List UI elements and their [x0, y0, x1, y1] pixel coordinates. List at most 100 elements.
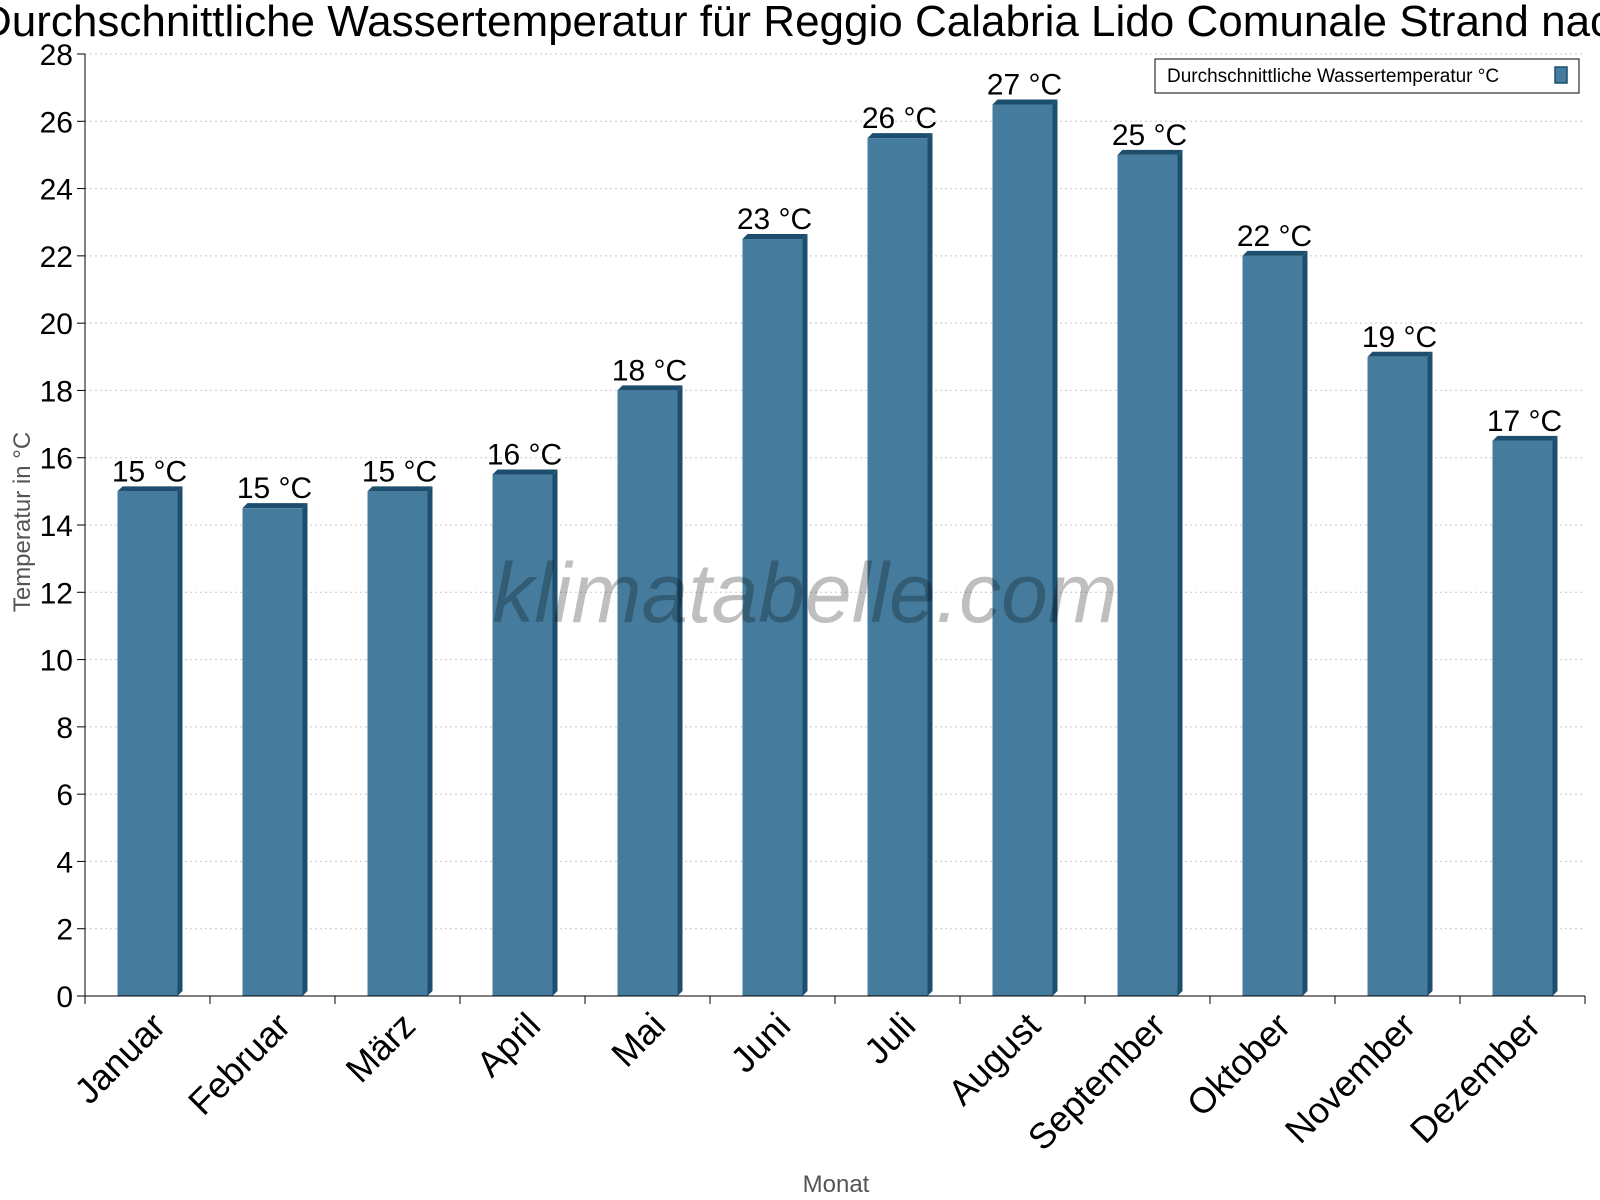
x-tick-label: Dezember [1402, 1005, 1548, 1151]
bar-side [1552, 435, 1558, 997]
bar [242, 503, 308, 996]
x-tick-label: Januar [66, 1005, 173, 1112]
bar-top [492, 469, 558, 475]
x-tick-label: August [940, 1005, 1048, 1113]
bar-front [1242, 255, 1303, 996]
bar [867, 133, 933, 996]
bar-front [742, 239, 803, 997]
bar-value-label: 16 °C [487, 439, 562, 472]
bar-value-label: 22 °C [1237, 220, 1312, 253]
y-tick-label: 20 [40, 308, 73, 341]
y-axis-title: Temperatur in °C [9, 432, 36, 612]
y-tick-label: 12 [40, 577, 73, 610]
bar-front [242, 508, 303, 996]
bar-side [1302, 250, 1308, 996]
bar [742, 234, 808, 997]
y-tick-label: 2 [56, 914, 73, 947]
bar-value-label: 18 °C [612, 354, 687, 387]
x-tick-label: April [468, 1005, 548, 1085]
y-tick-label: 4 [56, 846, 73, 879]
bar-top [1367, 351, 1433, 357]
y-tick-label: 24 [40, 174, 73, 207]
bar-side [177, 486, 183, 996]
watermark: klimatabelle.com [492, 546, 1118, 640]
bar-value-label: 15 °C [112, 455, 187, 488]
x-axis-title: Monat [803, 1171, 870, 1198]
x-tick-label: November [1277, 1005, 1423, 1151]
bar-top [1117, 149, 1183, 155]
x-tick-label: Mai [603, 1005, 673, 1075]
bar-side [1052, 99, 1058, 996]
bar-front [117, 491, 178, 996]
bar-value-label: 23 °C [737, 203, 812, 236]
bar-value-label: 27 °C [987, 68, 1062, 101]
bar [617, 385, 683, 996]
bars [117, 99, 1558, 997]
bar-side [552, 469, 558, 996]
legend-swatch [1554, 66, 1568, 84]
bar-top [117, 486, 183, 492]
legend-box [1154, 58, 1580, 94]
y-tick-label: 18 [40, 375, 73, 408]
y-tick-label: 26 [40, 106, 73, 139]
bar-side [802, 234, 808, 997]
bar [492, 469, 558, 996]
bar-front [617, 390, 678, 996]
bar-value-label: 15 °C [362, 455, 437, 488]
bar-top [992, 99, 1058, 105]
legend-label: Durchschnittliche Wassertemperatur °C [1167, 66, 1499, 87]
chart-title: Durchschnittliche Wassertemperatur für R… [0, 0, 1600, 46]
x-tick-label: Juli [856, 1005, 923, 1072]
x-tick-label: Februar [180, 1005, 298, 1123]
y-tick-label: 0 [56, 981, 73, 1014]
bar-value-label: 17 °C [1487, 405, 1562, 438]
data-labels: 15 °C 15 °C 15 °C 16 °C 18 °C 23 °C 26 °C 27 °C… [112, 68, 1562, 505]
bar-side [677, 385, 683, 996]
bar-top [242, 503, 308, 509]
bar-side [1177, 149, 1183, 996]
bar-top [742, 234, 808, 240]
y-tick-label: 14 [40, 510, 73, 543]
bar [1367, 351, 1433, 996]
y-tick-label: 16 [40, 443, 73, 476]
bar-front [1117, 154, 1178, 996]
x-tick-label: März [338, 1005, 424, 1091]
bar [117, 486, 183, 996]
legend: Durchschnittliche Wassertemperatur °C [1154, 58, 1580, 94]
y-tick-label: 10 [40, 645, 73, 678]
x-tick-label: Oktober [1179, 1005, 1299, 1125]
x-tick-label: Juni [722, 1005, 798, 1081]
bar-front [367, 491, 428, 996]
bar-front [1492, 440, 1553, 997]
y-tick-label: 28 [40, 39, 73, 72]
bar-front [867, 138, 928, 996]
y-tick-label: 6 [56, 779, 73, 812]
bar [1242, 250, 1308, 996]
bar-front [992, 104, 1053, 996]
bar-top [1242, 250, 1308, 256]
bar-front [492, 474, 553, 996]
y-tick-label: 22 [40, 241, 73, 274]
bar-side [302, 503, 308, 996]
bar-value-label: 26 °C [862, 102, 937, 135]
bar-side [1427, 351, 1433, 996]
bar [992, 99, 1058, 996]
bar-value-label: 15 °C [237, 472, 312, 505]
bar-side [927, 133, 933, 996]
bar-front [1367, 356, 1428, 996]
bar [1117, 149, 1183, 996]
bar-top [867, 133, 933, 139]
bar-top [1492, 435, 1558, 441]
grid-lines [85, 53, 1585, 930]
chart-title-text: Durchschnittliche Wassertemperatur für R… [0, 0, 1600, 46]
bar-value-label: 25 °C [1112, 119, 1187, 152]
x-tick-label: September [1020, 1005, 1174, 1159]
bar-top [367, 486, 433, 492]
bar-top [617, 385, 683, 391]
bar-side [427, 486, 433, 996]
bar-value-label: 19 °C [1362, 321, 1437, 354]
bar [367, 486, 433, 996]
bar [1492, 435, 1558, 997]
y-tick-label: 8 [56, 712, 73, 745]
